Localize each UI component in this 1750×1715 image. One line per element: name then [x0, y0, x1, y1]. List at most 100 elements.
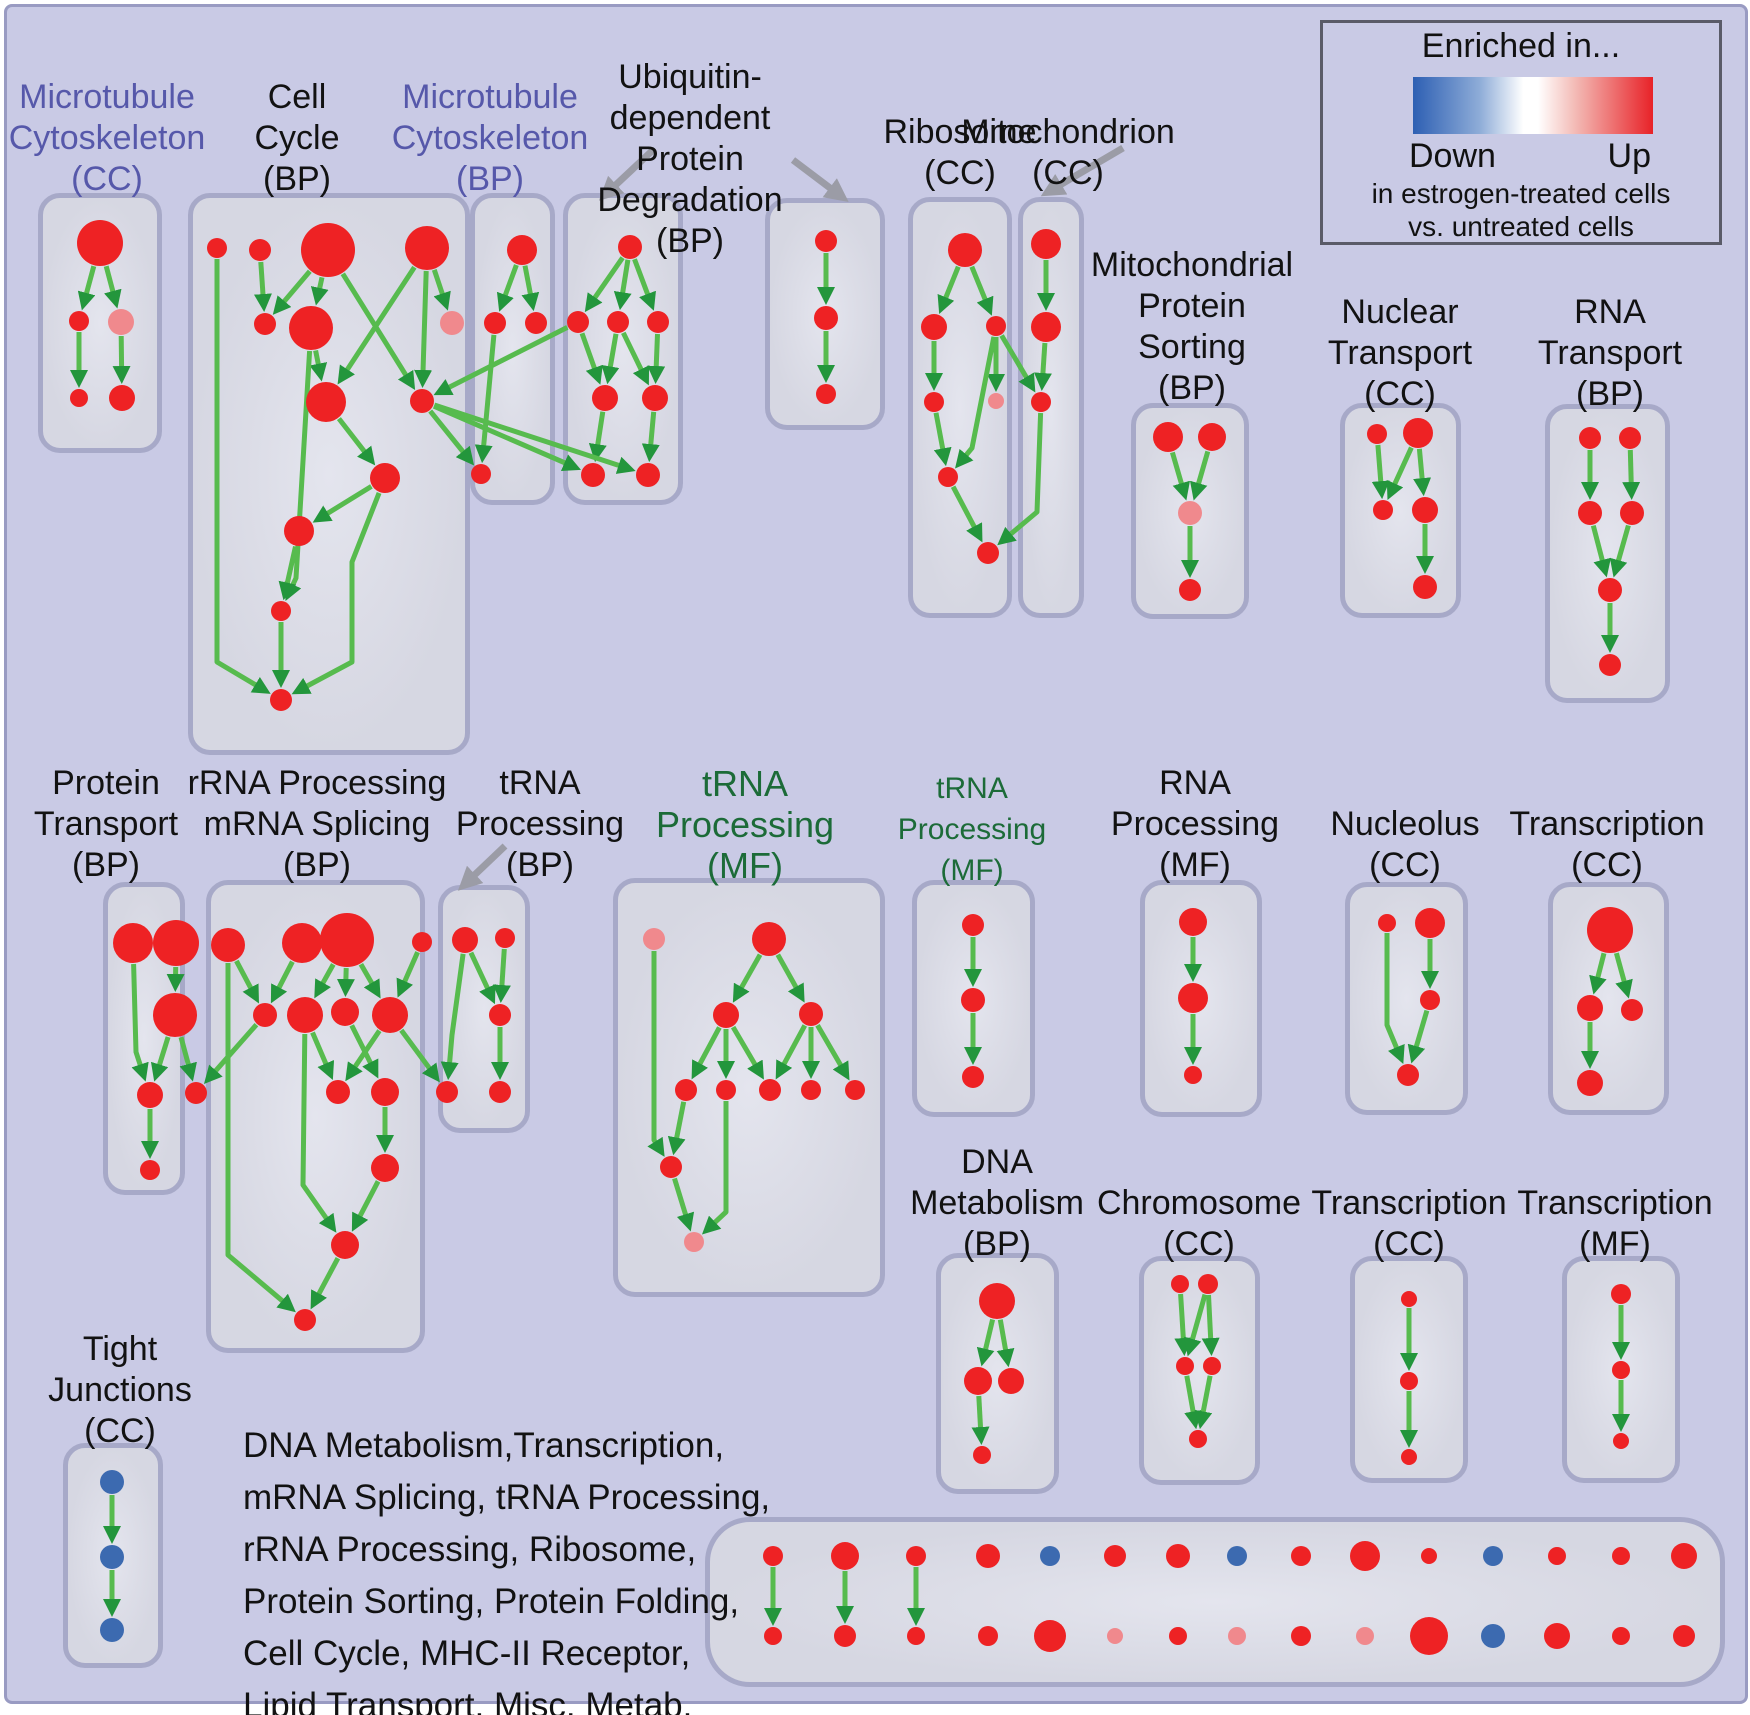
edge-cell-cycle-bp-5-7 [309, 350, 328, 382]
edge-ribosome-cc-0-2 [969, 265, 994, 316]
chromosome-cc-node-1 [1198, 1274, 1218, 1294]
misc-cluster-strip-node-3 [976, 1544, 1000, 1568]
rrna-processing-mrna-splicing-bp-node-6 [331, 998, 359, 1026]
trna-processing-mf-large-label: tRNA Processing (MF) [655, 763, 835, 886]
nucleolus-cc-node-1 [1415, 908, 1445, 938]
chromosome-cc-node-0 [1171, 1275, 1189, 1293]
rrna-processing-mrna-splicing-bp-box [206, 880, 425, 1353]
edge-ribosome-cc-2-5 [955, 336, 997, 469]
protein-transport-bp-node-3 [137, 1082, 163, 1108]
ubiquitin-degradation-bp-1-node-4 [592, 385, 618, 411]
mitochondrion-cc-node-1 [1031, 312, 1061, 342]
rna-processing-mf-node-1 [1178, 983, 1208, 1013]
chromosome-cc-box [1139, 1256, 1260, 1485]
rna-transport-bp-node-1 [1619, 427, 1641, 449]
rna-processing-mf-label: RNA Processing (MF) [1110, 764, 1280, 884]
cell-cycle-bp-node-9 [370, 463, 400, 493]
microtubule-cytoskeleton-cc-node-0 [77, 220, 123, 266]
rna-transport-bp-label: RNA Transport (BP) [1537, 293, 1683, 413]
misc-cluster-strip-node-16 [834, 1625, 856, 1647]
cell-cycle-bp-node-2 [301, 223, 355, 277]
cell-cycle-bp-box [188, 193, 470, 755]
rna-processing-mf-node-0 [1179, 908, 1207, 936]
transcription-cc-1-node-0 [1587, 907, 1633, 953]
edge-ribosome-cc-5-6 [950, 485, 983, 543]
edge-cell-cycle-bp-2-5 [310, 276, 329, 306]
misc-cluster-strip-node-18 [978, 1626, 998, 1646]
edge-cell-cycle-bp-7-9 [336, 417, 376, 466]
trna-processing-mf-large-node-3 [799, 1002, 823, 1026]
rrna-processing-mrna-splicing-bp-label: rRNA Processing mRNA Splicing (BP) [187, 764, 447, 884]
misc-cluster-strip-node-2 [906, 1546, 926, 1566]
microtubule-cytoskeleton-cc-label: Microtubule Cytoskeleton (CC) [8, 78, 206, 198]
misc-cluster-strip-node-13 [1612, 1547, 1630, 1565]
edge-rrna-processing-mrna-splicing-bp-2-6 [336, 967, 355, 997]
edge-trna-processing-mf-large-3-6 [775, 1024, 808, 1080]
mitochondrion-cc-node-0 [1031, 229, 1061, 259]
misc-cluster-strip-node-22 [1228, 1627, 1246, 1645]
cell-cycle-bp-node-7 [306, 382, 346, 422]
edge-ubiquitin-degradation-bp-1-2-5 [621, 331, 650, 386]
ubiquitin-degradation-bp-2-node-2 [816, 384, 836, 404]
rna-transport-bp-node-4 [1598, 578, 1622, 602]
rrna-processing-mrna-splicing-bp-node-2 [320, 913, 374, 967]
ribosome-cc-node-3 [924, 392, 944, 412]
nuclear-transport-cc-node-3 [1412, 497, 1438, 523]
nuclear-transport-cc-node-2 [1373, 500, 1393, 520]
legend-gradient-bar [1413, 77, 1653, 134]
misc-cluster-strip-node-5 [1104, 1545, 1126, 1567]
edge-cell-cycle-bp-9-10 [312, 484, 373, 523]
nuclear-transport-cc-node-0 [1367, 424, 1387, 444]
edge-microtubule-cytoskeleton-bp-0-2 [521, 265, 540, 312]
chromosome-cc-label: Chromosome (CC) [1096, 1184, 1302, 1263]
edge-chromosome-cc-1-3 [1201, 1294, 1220, 1356]
edge-nucleolus-cc-2-3 [1407, 1009, 1430, 1064]
trna-processing-mf-small-label: tRNA Processing (MF) [897, 772, 1047, 887]
dna-metabolism-bp-node-3 [973, 1446, 991, 1464]
protein-transport-bp-node-5 [140, 1160, 160, 1180]
microtubule-cytoskeleton-bp-node-2 [525, 312, 547, 334]
edge-chromosome-cc-3-4 [1194, 1375, 1213, 1430]
ubiquitin-degradation-bp-2-node-0 [815, 230, 837, 252]
ubiquitin-degradation-bp-2-node-1 [814, 306, 838, 330]
label-pointer-arrow-2 [1040, 144, 1125, 197]
ribosome-cc-node-1 [921, 314, 947, 340]
microtubule-cytoskeleton-cc-node-1 [69, 311, 89, 331]
rrna-processing-mrna-splicing-bp-node-7 [372, 997, 408, 1033]
protein-transport-bp-node-2 [153, 993, 197, 1037]
edge-ubiquitin-degradation-bp-1-0-3 [632, 258, 656, 311]
misc-cluster-strip-node-24 [1356, 1627, 1374, 1645]
rrna-processing-mrna-splicing-bp-node-9 [371, 1078, 399, 1106]
trna-processing-mf-small-node-2 [962, 1066, 984, 1088]
rna-transport-bp-node-2 [1578, 501, 1602, 525]
edge-rrna-processing-mrna-splicing-bp-0-4 [234, 959, 259, 1004]
microtubule-cytoskeleton-bp-label: Microtubule Cytoskeleton (BP) [391, 78, 589, 198]
edge-trna-processing-mf-large-0-9 [647, 951, 665, 1157]
trna-processing-mf-large-node-0 [643, 928, 665, 950]
trna-processing-mf-large-node-5 [716, 1080, 736, 1100]
edge-trna-processing-mf-large-4-9 [667, 1101, 687, 1156]
rrna-processing-mrna-splicing-bp-node-4 [253, 1003, 277, 1027]
misc-cluster-strip-node-23 [1291, 1626, 1311, 1646]
trna-processing-mf-large-node-7 [801, 1080, 821, 1100]
edge-trna-processing-bp-0-2 [468, 951, 496, 1005]
protein-transport-bp-node-4 [185, 1082, 207, 1104]
edge-chromosome-cc-2-4 [1184, 1375, 1202, 1430]
ribosome-cc-node-6 [977, 542, 999, 564]
edge-cell-cycle-bp-2-8 [340, 272, 416, 390]
mitochondrial-protein-sorting-bp-node-0 [1153, 422, 1183, 452]
edge-rna-transport-bp-1-3 [1622, 449, 1641, 500]
edge-cell-cycle-bp-2-4 [272, 269, 312, 315]
edge-rrna-processing-mrna-splicing-bp-10-11 [351, 1180, 381, 1232]
rrna-processing-mrna-splicing-bp-node-8 [326, 1080, 350, 1104]
ubiquitin-degradation-bp-1-label: Ubiquitin- dependent Protein Degradation… [597, 58, 783, 260]
microtubule-cytoskeleton-cc-node-4 [109, 385, 135, 411]
misc-cluster-strip-node-28 [1612, 1627, 1630, 1645]
dna-metabolism-bp-node-1 [964, 1367, 992, 1395]
edge-ribosome-cc-0-1 [937, 265, 961, 314]
misc-cluster-strip-node-0 [763, 1546, 783, 1566]
microtubule-cytoskeleton-cc-node-2 [108, 309, 134, 335]
rrna-processing-mrna-splicing-bp-node-3 [412, 932, 432, 952]
mitochondrial-protein-sorting-bp-node-3 [1179, 579, 1201, 601]
